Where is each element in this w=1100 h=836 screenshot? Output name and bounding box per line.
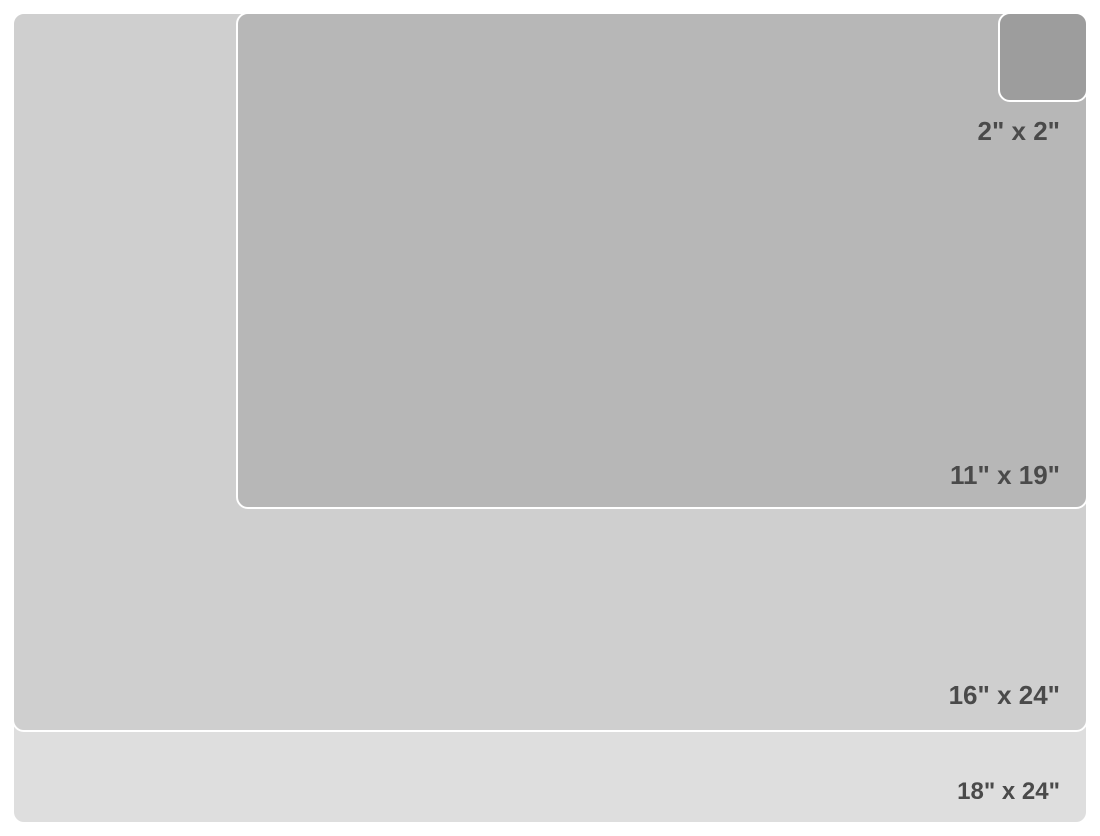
size-label-18x24: 18" x 24" [957, 778, 1060, 806]
size-comparison-canvas: 18" x 24" 16" x 24" 11" x 19" 2" x 2" [12, 12, 1088, 824]
size-box-2x2 [998, 12, 1088, 102]
size-label-2x2: 2" x 2" [978, 116, 1060, 147]
size-box-11x19 [236, 12, 1088, 509]
size-label-16x24: 16" x 24" [949, 680, 1060, 711]
size-label-11x19: 11" x 19" [950, 460, 1060, 491]
